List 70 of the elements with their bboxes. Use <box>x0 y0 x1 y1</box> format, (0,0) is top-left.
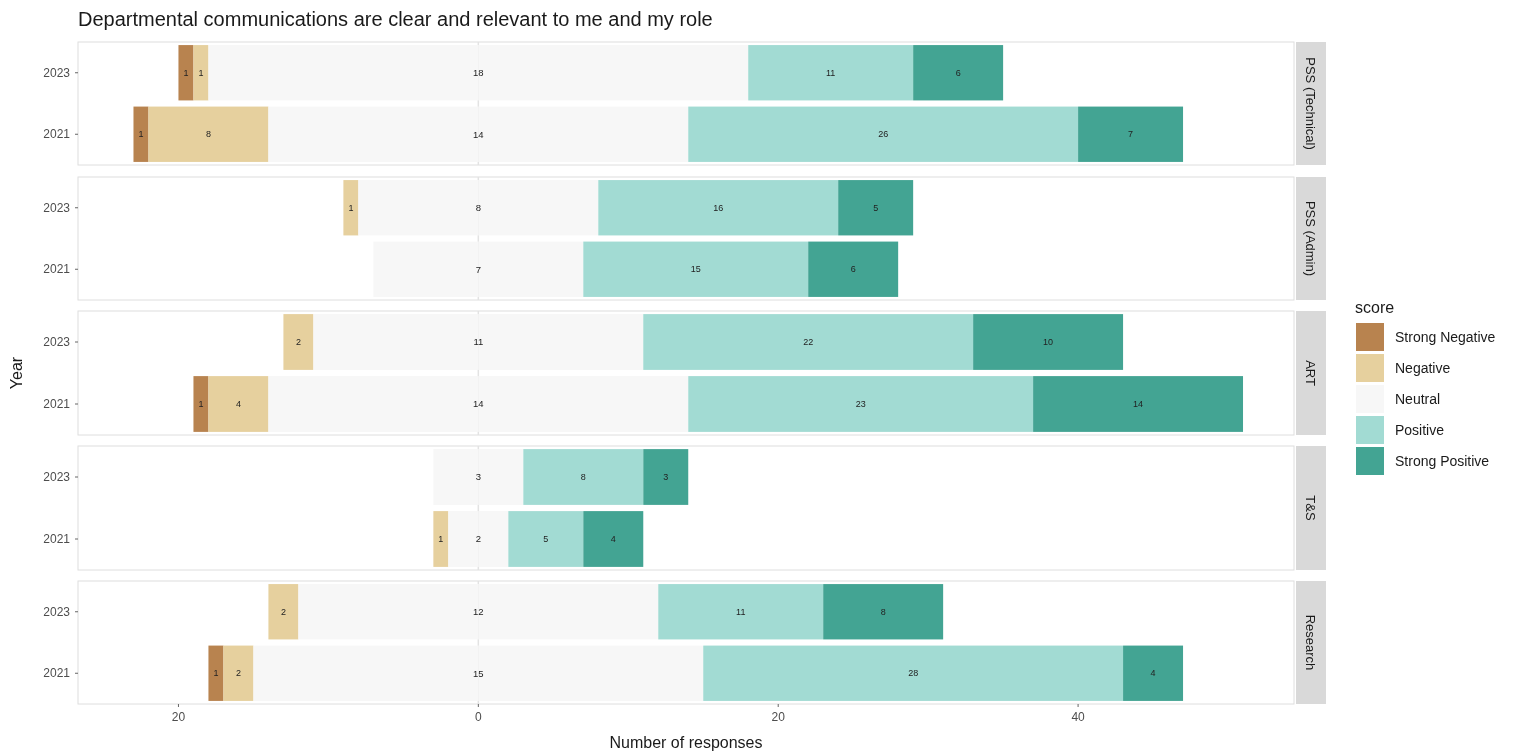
data-label: 4 <box>235 399 241 410</box>
legend-label: Strong Positive <box>1395 452 1490 469</box>
data-label: 1 <box>213 668 219 679</box>
data-label: 1 <box>198 399 204 410</box>
data-label: 1 <box>183 67 189 78</box>
legend-label: Strong Negative <box>1395 328 1496 345</box>
legend-label: Positive <box>1395 421 1445 438</box>
annotation: 18 <box>473 67 484 79</box>
y2-axis-title: Research <box>1303 614 1319 671</box>
x-axis-title: Number of responses <box>609 734 763 751</box>
annotation: 14 <box>473 398 484 410</box>
y-tick-label: 2023 <box>43 470 71 485</box>
data-label: 1 <box>438 534 444 545</box>
data-label: 1 <box>348 202 354 213</box>
x-tick-label: 40 <box>1071 710 1086 724</box>
y2-axis-title: ART <box>1303 360 1319 386</box>
annotation: 15 <box>473 667 484 679</box>
data-label: 23 <box>855 399 866 410</box>
legend-label: Negative <box>1395 359 1451 376</box>
data-label: 16 <box>713 202 724 213</box>
y2-axis-title: PSS (Admin) <box>1303 200 1319 277</box>
x-tick-label: 0 <box>474 710 482 724</box>
data-label: 3 <box>663 472 669 483</box>
y-tick-label: 2023 <box>43 200 71 215</box>
data-label: 14 <box>1133 399 1144 410</box>
data-label: 8 <box>205 129 211 140</box>
y2-axis-title: PSS (Technical) <box>1303 57 1319 150</box>
data-label: 6 <box>850 264 856 275</box>
data-label: 10 <box>1043 337 1054 348</box>
annotation: 8 <box>475 202 481 214</box>
annotation: 3 <box>475 471 481 483</box>
data-label: 6 <box>955 67 961 78</box>
annotation: 7 <box>475 263 481 275</box>
data-label: 1 <box>138 129 144 140</box>
y-tick-label: 2023 <box>43 65 71 80</box>
annotation: 2 <box>475 533 481 545</box>
data-label: 2 <box>280 606 286 617</box>
data-label: 8 <box>880 606 886 617</box>
legend-label: Neutral <box>1395 390 1441 407</box>
y-tick-label: 2023 <box>43 335 71 350</box>
data-label: 11 <box>736 606 746 617</box>
x-tick-label: 20 <box>171 710 186 724</box>
y-axis-title: Year <box>8 356 25 390</box>
annotation: 12 <box>473 606 484 618</box>
data-label: 15 <box>690 264 701 275</box>
data-label: 28 <box>908 668 919 679</box>
y2-axis-title: T&S <box>1303 495 1319 521</box>
annotation: 11 <box>473 336 484 348</box>
data-label: 2 <box>295 337 301 348</box>
y-tick-label: 2021 <box>43 532 71 547</box>
data-label: 5 <box>873 202 879 213</box>
data-label: 11 <box>826 67 836 78</box>
y-tick-label: 2021 <box>43 666 71 681</box>
data-label: 22 <box>803 337 814 348</box>
y-tick-label: 2021 <box>43 127 71 142</box>
data-label: 2 <box>235 668 241 679</box>
data-label: 8 <box>580 472 586 483</box>
annotation: 14 <box>473 128 484 140</box>
data-label: 7 <box>1128 129 1134 140</box>
y-tick-label: 2021 <box>43 397 71 412</box>
y-tick-label: 2021 <box>43 262 71 277</box>
data-label: 1 <box>198 67 204 78</box>
y-tick-label: 2023 <box>43 604 71 619</box>
data-label: 5 <box>543 534 549 545</box>
legend-title: score <box>1355 299 1395 316</box>
x-tick-label: 20 <box>771 710 786 724</box>
data-label: 4 <box>1150 668 1156 679</box>
data-label: 26 <box>878 129 889 140</box>
chart-title: Departmental communications are clear and relevant to me and my role <box>78 8 713 30</box>
data-label: 4 <box>610 534 616 545</box>
